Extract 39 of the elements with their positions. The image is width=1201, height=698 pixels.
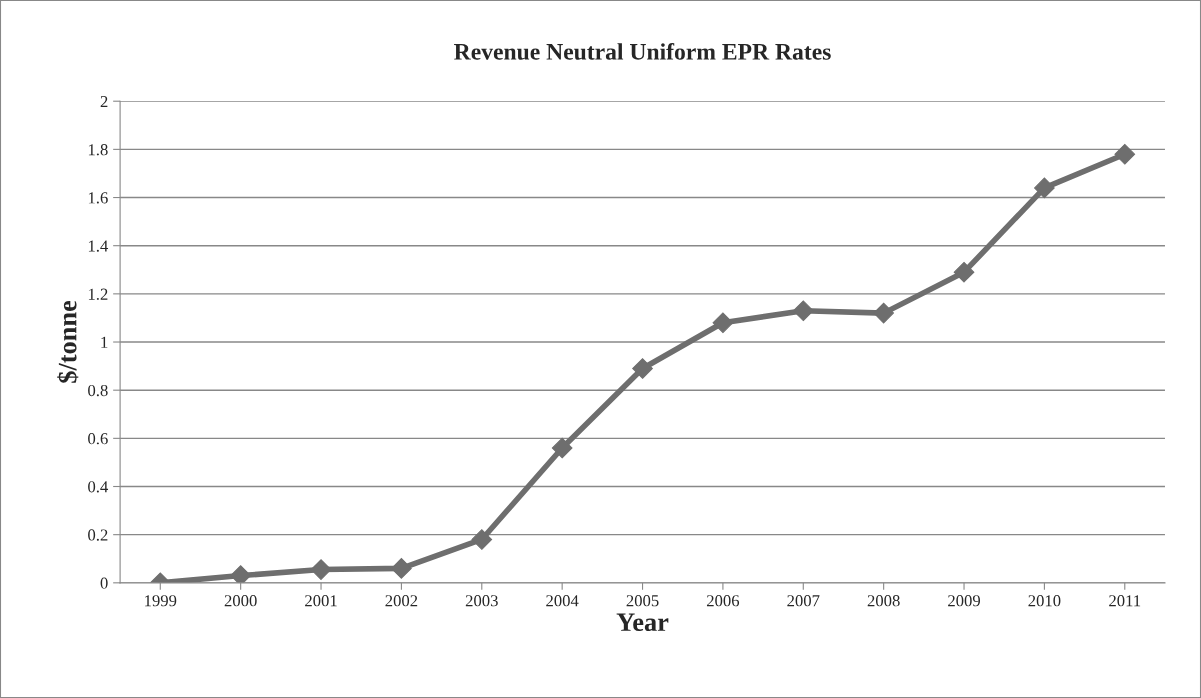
y-tick-label: 1 <box>101 336 108 348</box>
x-tick-label: 1999 <box>145 595 177 607</box>
point <box>1114 143 1136 165</box>
y-tick-label: 1.6 <box>88 192 108 204</box>
y-tick-label: 0.4 <box>88 481 109 493</box>
point <box>873 302 894 324</box>
point <box>230 565 251 583</box>
y-tick-label: 0.2 <box>88 529 108 541</box>
point <box>792 300 814 322</box>
x-axis-title: Year <box>616 613 669 632</box>
x-tick-label: 2005 <box>626 595 659 607</box>
y-tick-label: 2 <box>100 95 108 107</box>
y-tick-label: 1.2 <box>88 288 108 300</box>
point <box>712 312 734 334</box>
x-tick-label: 2006 <box>706 595 740 607</box>
point <box>632 358 653 379</box>
point <box>310 559 332 580</box>
x-tick-label: 2009 <box>948 595 981 607</box>
point <box>391 558 412 579</box>
chart-title: Revenue Neutral Uniform EPR Rates <box>454 42 831 60</box>
x-tick-label: 2008 <box>867 595 900 607</box>
x-tick-label: 2000 <box>224 595 257 607</box>
x-tick-label: 2010 <box>1028 595 1061 607</box>
y-tick-label: 0.8 <box>88 384 108 397</box>
y-tick-label: 0 <box>100 577 108 589</box>
y-tick-label: 1.4 <box>88 240 109 252</box>
y-tick-label: 0.6 <box>88 433 108 445</box>
x-tick-label: 2002 <box>385 595 418 607</box>
point <box>1034 177 1055 199</box>
x-tick-label: 2004 <box>546 595 579 607</box>
y-axis-title: $/tonne <box>57 300 79 383</box>
x-tick-label: 2003 <box>465 595 498 607</box>
x-tick-label: 2007 <box>787 595 820 607</box>
x-tick-label: 2001 <box>305 595 337 607</box>
point <box>953 261 975 283</box>
point <box>471 529 493 550</box>
y-tick-label: 1.8 <box>88 144 108 156</box>
point <box>551 437 573 459</box>
x-tick-label: 2011 <box>1109 595 1141 607</box>
